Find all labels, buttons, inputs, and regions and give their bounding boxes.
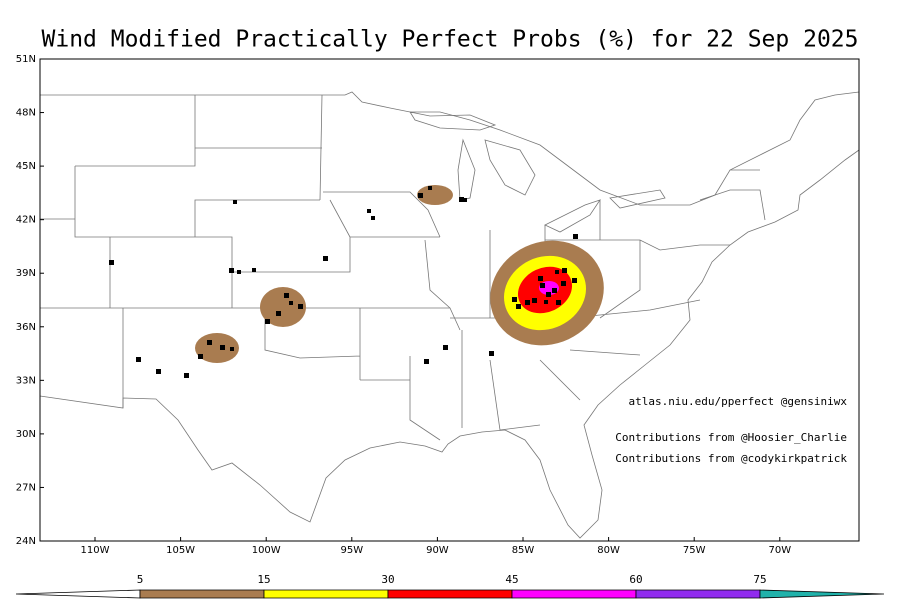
lat-label: 42N	[16, 215, 36, 226]
colorbar-segment	[511, 589, 637, 599]
canada-border	[40, 91, 860, 206]
coastline	[39, 149, 860, 539]
lon-label: 100W	[252, 545, 281, 556]
colorbar-label: 15	[257, 573, 270, 586]
lat-label: 30N	[16, 429, 36, 440]
lon-label: 75W	[683, 545, 706, 556]
colorbar-segment	[263, 589, 389, 599]
lat-label: 51N	[16, 54, 36, 65]
lat-label: 45N	[16, 161, 36, 172]
area-5	[417, 185, 453, 205]
colorbar-segment	[139, 589, 265, 599]
colorbar-segment	[635, 589, 761, 599]
colorbar-segment	[387, 589, 513, 599]
lon-label: 95W	[340, 545, 363, 556]
lon-label: 105W	[166, 545, 195, 556]
map	[39, 58, 860, 542]
lat-label: 27N	[16, 482, 36, 493]
annotation: Contributions from @Hoosier_Charlie	[615, 431, 847, 444]
lat-label: 48N	[16, 108, 36, 119]
lat-label: 33N	[16, 375, 36, 386]
map-frame	[39, 58, 860, 542]
lon-label: 80W	[597, 545, 620, 556]
area-5	[195, 333, 239, 363]
annotation: Contributions from @codykirkpatrick	[615, 452, 847, 465]
colorbar-label: 30	[381, 573, 394, 586]
area-5	[260, 287, 306, 327]
colorbar-label: 45	[505, 573, 518, 586]
colorbar-label: 60	[629, 573, 642, 586]
lon-label: 70W	[768, 545, 791, 556]
lon-label: 85W	[512, 545, 535, 556]
lon-label: 90W	[426, 545, 449, 556]
colorbar-label: 75	[753, 573, 766, 586]
annotations: atlas.niu.edu/pperfect @gensiniwx Contrib…	[615, 395, 847, 465]
lat-labels: 51N 48N 45N 42N 39N 36N 33N 30N 27N 24N	[16, 54, 44, 547]
state-lines	[40, 94, 766, 441]
lat-label: 24N	[16, 536, 36, 547]
lat-label: 39N	[16, 268, 36, 279]
lon-label: 110W	[81, 545, 110, 556]
colorbar: 5 15 30 45 60 75	[15, 573, 885, 599]
colorbar-label: 5	[137, 573, 144, 586]
annotation: atlas.niu.edu/pperfect @gensiniwx	[628, 395, 847, 408]
lat-label: 36N	[16, 322, 36, 333]
lon-labels: 110W 105W 100W 95W 90W 85W 80W 75W 70W	[81, 537, 791, 556]
colorbar-segment	[759, 589, 885, 599]
title: Wind Modified Practically Perfect Probs …	[42, 27, 859, 53]
